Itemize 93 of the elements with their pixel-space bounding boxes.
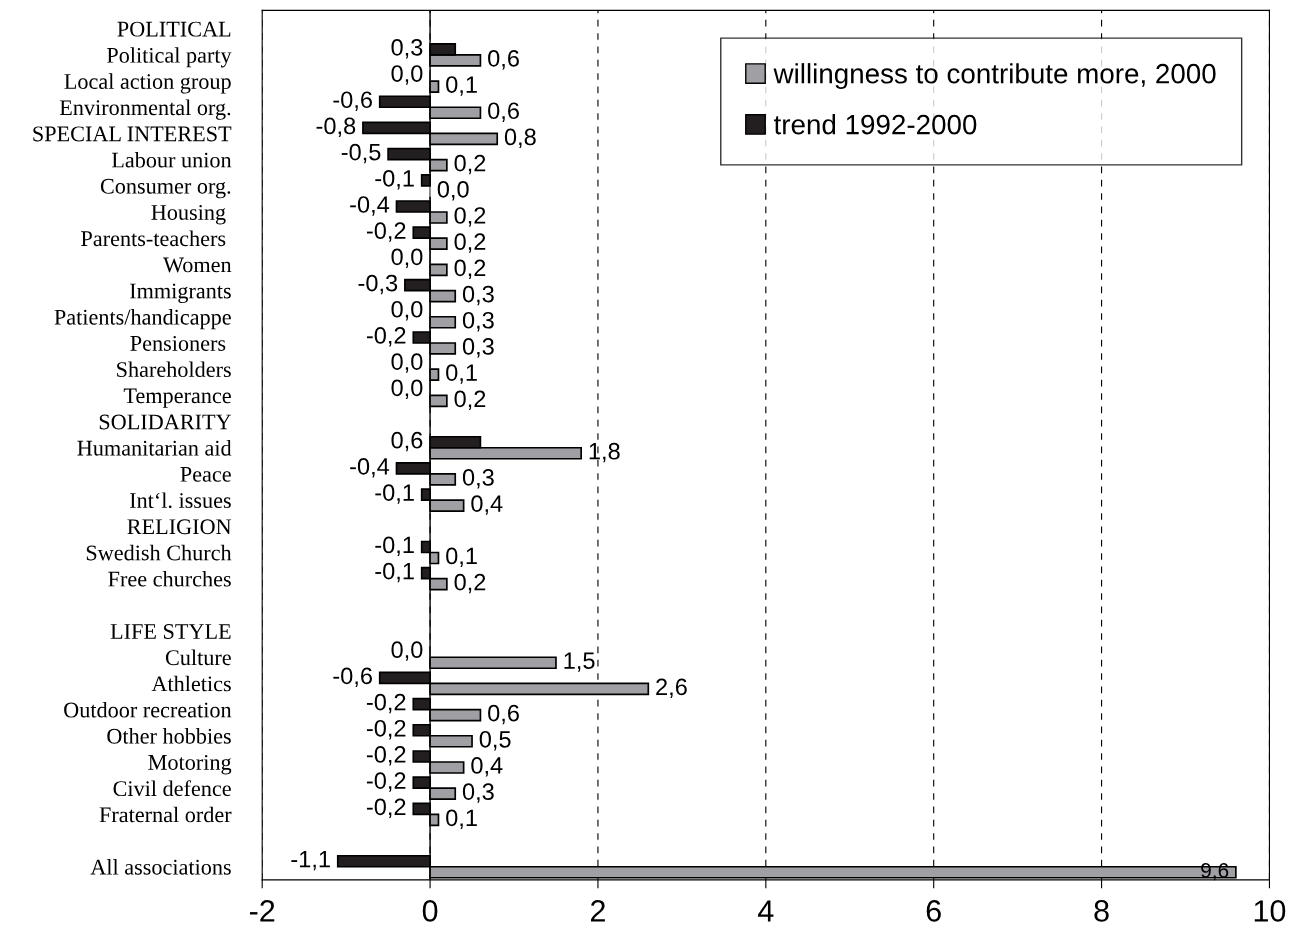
y-tick-label: Other hobbies xyxy=(107,728,231,744)
data-label: 0,6 xyxy=(488,704,519,725)
y-tick-label: Housing xyxy=(151,204,226,225)
data-label: 0,2 xyxy=(454,573,486,594)
x-tick-label: 10 xyxy=(1254,900,1286,922)
data-label: -0,4 xyxy=(350,458,390,478)
y-tick-label: Immigrants xyxy=(129,283,231,304)
data-label: 2,6 xyxy=(656,678,687,699)
x-tick-label: 2 xyxy=(590,900,605,922)
data-label: 0,4 xyxy=(471,757,503,777)
data-label: 0,0 xyxy=(391,248,423,269)
data-label: 0,6 xyxy=(488,102,519,122)
data-label: 0,2 xyxy=(454,233,486,253)
y-tick-label: SOLIDARITY xyxy=(99,414,232,430)
data-label: 0,1 xyxy=(446,547,477,568)
y-tick-label: Swedish Church xyxy=(86,544,232,561)
x-tick-label: 6 xyxy=(926,900,941,922)
data-label: -0,1 xyxy=(375,484,414,504)
data-label: -0,1 xyxy=(375,169,414,190)
y-tick-label: Humanitarian aid xyxy=(77,440,232,456)
data-label: 0,3 xyxy=(462,338,494,358)
data-label: 0,3 xyxy=(391,39,423,59)
data-label: 0,0 xyxy=(391,300,423,321)
y-tick-label: Local action group xyxy=(64,73,231,94)
y-tick-label: Patients/handicappe xyxy=(54,309,231,330)
data-label: -0,5 xyxy=(341,143,381,164)
data-label: 0,6 xyxy=(488,50,519,70)
x-tick-label: 0 xyxy=(422,900,438,922)
y-tick-label: Pensioners xyxy=(130,335,226,351)
legend-label: willingness to contribute more, 2000 xyxy=(773,63,1216,90)
data-label: 0,1 xyxy=(446,364,477,384)
data-label: 0,3 xyxy=(462,783,494,803)
data-label: 0,0 xyxy=(437,180,469,201)
y-tick-label: Civil defence xyxy=(113,780,231,797)
data-label: 0,4 xyxy=(471,495,503,515)
y-tick-label: Shareholders xyxy=(117,361,231,378)
data-label: -0,6 xyxy=(333,91,372,111)
data-label: 0,1 xyxy=(446,809,477,829)
y-tick-label: LIFE STYLE xyxy=(110,624,231,639)
y-tick-label: Motoring xyxy=(148,754,232,775)
data-label: -0,2 xyxy=(366,693,406,714)
data-label: -0,2 xyxy=(366,222,406,242)
data-label: 0,0 xyxy=(391,65,423,85)
data-label: -0,2 xyxy=(366,798,406,818)
data-label: -0,2 xyxy=(366,746,406,766)
y-tick-label: Fraternal order xyxy=(99,806,232,823)
y-tick-label: Athletics xyxy=(151,675,231,692)
y-tick-label: Free churches xyxy=(108,570,231,587)
data-label: -0,3 xyxy=(358,274,398,295)
y-tick-label: Outdoor recreation xyxy=(64,701,232,718)
y-tick-label: Culture xyxy=(165,649,231,666)
data-label: -0,1 xyxy=(375,562,414,583)
data-label: -0,1 xyxy=(375,536,414,557)
data-label: -0,8 xyxy=(316,117,356,138)
data-label: 0,3 xyxy=(462,469,494,489)
data-label: 0,1 xyxy=(446,76,477,96)
x-tick-label: -2 xyxy=(249,900,275,922)
x-tick-label: 4 xyxy=(758,900,774,922)
data-label: 0,5 xyxy=(479,730,511,751)
data-label: -0,6 xyxy=(333,667,372,688)
y-tick-label: Labour union xyxy=(111,151,232,168)
data-label: 0,8 xyxy=(504,128,536,149)
data-label: -0,2 xyxy=(366,327,406,347)
y-tick-label: All associations xyxy=(90,859,231,875)
data-label: 0,0 xyxy=(391,353,423,373)
y-tick-label: Parents-teachers xyxy=(81,230,226,247)
x-tick-label: 8 xyxy=(1094,900,1109,922)
data-label: -0,4 xyxy=(350,196,390,216)
data-label: 0,3 xyxy=(462,285,494,306)
data-label: 0,3 xyxy=(462,311,494,332)
y-tick-label: Women xyxy=(163,257,232,273)
y-tick-label: SPECIAL INTEREST xyxy=(33,126,232,142)
y-tick-label: Political party xyxy=(107,47,232,68)
data-label: 1,5 xyxy=(564,652,595,672)
data-label: -0,2 xyxy=(366,719,406,740)
data-label: 0,2 xyxy=(454,390,486,410)
data-label: 0,0 xyxy=(391,379,423,399)
y-tick-label: RELIGION xyxy=(127,519,232,535)
data-label: 0,2 xyxy=(454,154,486,175)
y-tick-label: Peace xyxy=(180,467,231,482)
y-tick-label: Int‘l. issues xyxy=(129,492,231,509)
legend-label: trend 1992-2000 xyxy=(773,114,977,135)
data-label: -1,1 xyxy=(291,851,330,871)
data-label: 0,2 xyxy=(454,259,486,280)
y-tick-label: Consumer org. xyxy=(100,178,231,199)
data-label: 1,8 xyxy=(589,442,620,463)
y-tick-label: Environmental org. xyxy=(59,99,231,120)
y-tick-label: POLITICAL xyxy=(117,21,231,37)
data-label: 0,6 xyxy=(391,431,423,452)
data-label: -0,2 xyxy=(366,772,406,792)
data-label: 0,0 xyxy=(391,641,423,661)
data-label: 0,2 xyxy=(454,207,486,227)
y-tick-label: Temperance xyxy=(123,388,231,408)
